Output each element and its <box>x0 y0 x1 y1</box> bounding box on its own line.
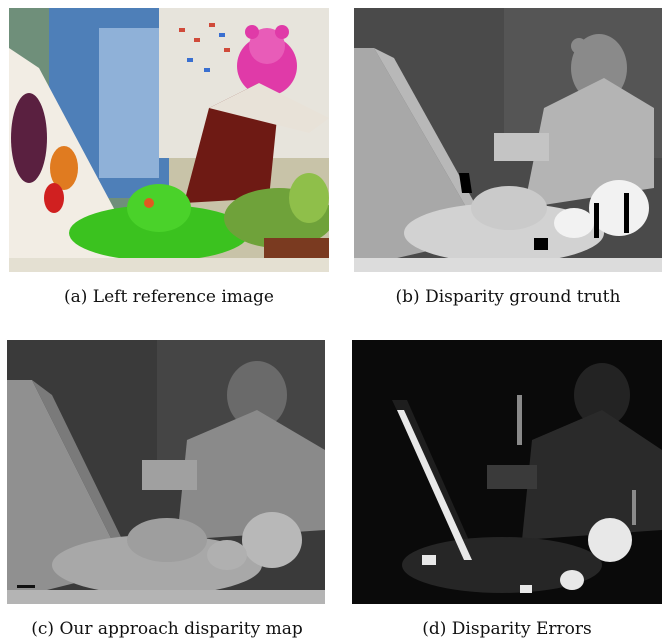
caption-b: (b) Disparity ground truth <box>395 287 621 307</box>
left-reference-image <box>9 8 329 272</box>
caption-a: (a) Left reference image <box>64 287 274 307</box>
our-approach-disparity-map-image <box>7 340 325 604</box>
caption-c: (c) Our approach disparity map <box>31 619 303 639</box>
caption-d: (d) Disparity Errors <box>422 619 592 639</box>
disparity-ground-truth-image <box>354 8 662 272</box>
disparity-errors-image <box>352 340 662 604</box>
